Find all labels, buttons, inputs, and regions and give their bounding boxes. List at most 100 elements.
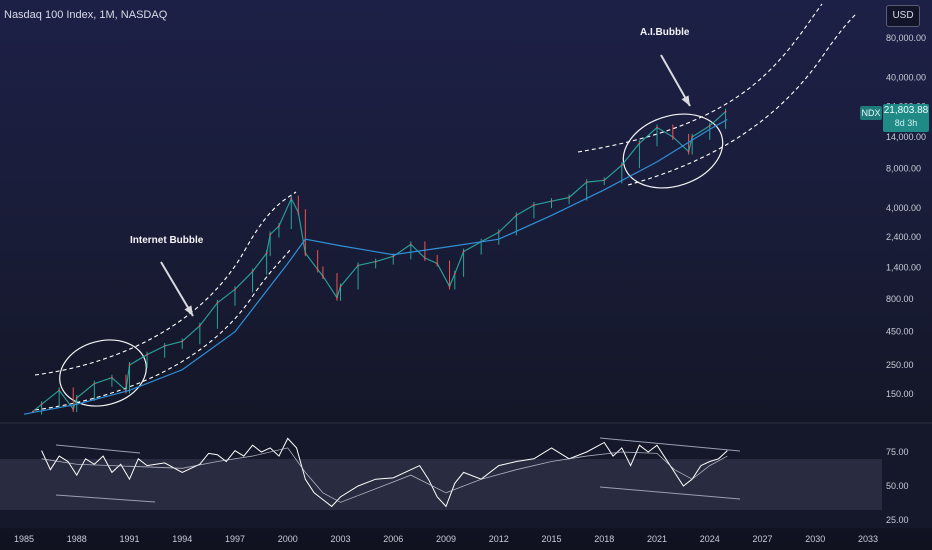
x-tick-label: 2018 (594, 534, 614, 544)
price-point (339, 285, 342, 288)
price-point (550, 200, 553, 203)
rsi-channel-1a (55, 444, 141, 454)
price-point (691, 135, 694, 138)
rsi-tick-label: 50.00 (886, 481, 909, 491)
arrow-shaft (160, 261, 194, 317)
price-point (316, 268, 319, 271)
price-point (656, 126, 658, 129)
price-point (568, 196, 570, 199)
y-tick-label: 4,000.00 (886, 203, 921, 213)
internet-bubble-ellipse (59, 339, 147, 407)
price-point (671, 135, 674, 138)
rsi-tick-label: 75.00 (886, 447, 909, 457)
channel-lower-2 (627, 13, 857, 186)
price-pane: 80,000.0040,000.0024,000.0014,000.008,00… (14, 3, 926, 544)
x-tick-label: 2027 (752, 534, 772, 544)
price-point (448, 285, 451, 288)
x-tick-label: 1997 (225, 534, 245, 544)
bar-countdown: 8d 3h (894, 118, 918, 128)
channel-lower-1 (34, 249, 291, 411)
ai-bubble-label: A.I.Bubble (640, 27, 690, 38)
ai-bubble-ellipse (622, 113, 724, 189)
y-tick-label: 8,000.00 (886, 164, 921, 174)
x-tick-label: 2000 (278, 534, 298, 544)
y-tick-label: 2,400.00 (886, 232, 921, 242)
rsi-pane: 75.00 50.00 25.00 (0, 422, 932, 528)
price-point (58, 389, 61, 392)
y-tick-label: 800.00 (886, 294, 914, 304)
price-point (216, 301, 219, 304)
price-point (146, 353, 148, 356)
y-tick-label: 80,000.00 (886, 33, 926, 43)
price-point (724, 110, 727, 113)
price-point (533, 204, 535, 206)
price-point (265, 252, 268, 255)
price-point (234, 288, 236, 291)
price-point (357, 264, 359, 267)
x-tick-label: 2006 (383, 534, 403, 544)
price-point (181, 340, 184, 343)
currency-button[interactable]: USD (886, 5, 920, 27)
price-point (453, 272, 456, 275)
price-point (251, 270, 254, 273)
last-price: 21,803.88 (883, 105, 929, 116)
price-point (278, 225, 280, 227)
rsi-channel-2a (599, 437, 741, 452)
price-point (93, 382, 96, 385)
y-tick-label: 250.00 (886, 360, 914, 370)
x-tick-label: 2003 (330, 534, 350, 544)
x-tick-label: 2033 (858, 534, 878, 544)
rsi-channel-2b (599, 486, 741, 500)
arrow-head (681, 95, 690, 106)
price-point (603, 179, 606, 182)
price-point (40, 403, 43, 406)
rsi-tick-label: 25.00 (886, 515, 909, 525)
price-point (198, 324, 201, 327)
y-tick-label: 40,000.00 (886, 72, 926, 82)
price-point (111, 376, 113, 379)
x-tick-label: 1994 (172, 534, 192, 544)
price-point (638, 142, 641, 145)
price-point (72, 408, 75, 410)
price-point (336, 296, 338, 299)
x-tick-label: 2030 (805, 534, 825, 544)
price-point (322, 275, 324, 278)
y-tick-label: 14,000.00 (886, 132, 926, 142)
x-tick-label: 2021 (647, 534, 667, 544)
rsi-channel-1b (55, 494, 156, 503)
arrow-head (184, 305, 193, 316)
y-tick-label: 1,400.00 (886, 262, 921, 272)
price-point (304, 252, 307, 255)
price-point (497, 231, 500, 234)
price-point (687, 150, 690, 153)
x-tick-label: 1985 (14, 534, 34, 544)
channel-upper-1 (34, 191, 297, 376)
rsi-line (41, 437, 728, 508)
price-point (297, 211, 300, 214)
rsi-ma-line (41, 447, 728, 503)
price-point (392, 255, 395, 258)
x-tick-label: 2024 (700, 534, 720, 544)
y-tick-label: 450.00 (886, 327, 914, 337)
price-point (128, 364, 131, 366)
price-point (436, 262, 439, 265)
ma-line (23, 118, 728, 415)
price-point (620, 164, 623, 167)
price-point (708, 124, 711, 127)
price-point (163, 345, 166, 347)
x-tick-label: 2009 (436, 534, 456, 544)
internet-bubble-arrow (160, 261, 194, 317)
price-point (585, 181, 588, 183)
price-point (409, 243, 412, 246)
price-line (32, 111, 726, 413)
price-point (374, 260, 377, 263)
channel-upper-2 (577, 3, 823, 153)
price-point (290, 197, 293, 200)
price-point (424, 257, 426, 259)
price-point (269, 233, 272, 236)
y-tick-label: 150.00 (886, 389, 914, 399)
internet-bubble-label: Internet Bubble (130, 235, 204, 246)
x-tick-label: 2015 (541, 534, 561, 544)
